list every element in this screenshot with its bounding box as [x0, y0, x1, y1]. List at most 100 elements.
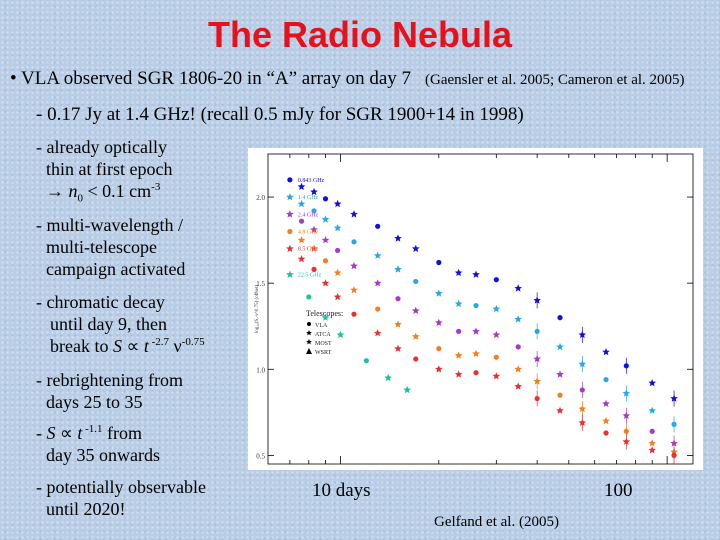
data-point-circle: [287, 228, 293, 235]
reference-citation: (Gaensler et al. 2005; Cameron et al. 20…: [425, 72, 685, 88]
data-point-star: [472, 349, 480, 357]
bullet-multiwavelength: - multi-wavelength / multi-telescope cam…: [36, 214, 185, 280]
data-point-star: [411, 306, 420, 314]
data-point-star: [333, 199, 342, 208]
data-point-star: [556, 370, 564, 378]
data-point-star: [350, 261, 358, 270]
bullet-line: until 2020!: [46, 499, 126, 519]
data-point-star: [670, 439, 678, 447]
bullet-optically-thin: - already optically thin at first epoch …: [36, 136, 172, 210]
figure-credit: Gelfand et al. (2005): [434, 514, 559, 530]
data-point-star: [514, 365, 522, 373]
series-label: 4.8 GHz: [298, 230, 319, 236]
data-point-star: [297, 182, 306, 190]
bullet-line: campaign activated: [46, 259, 186, 279]
y-tick-label: 1.0: [256, 366, 265, 374]
data-point-star: [648, 439, 656, 447]
data-point-star: [286, 270, 294, 278]
data-point-circle: [671, 452, 677, 458]
series-label: 2.4 GHz: [298, 212, 319, 218]
data-point-star: [556, 342, 564, 351]
legend-title: Telescopes:: [306, 309, 343, 318]
bullet-chromatic-decay: - chromatic decay until day 9, then brea…: [36, 291, 205, 357]
data-point-circle: [375, 306, 381, 312]
data-point-star: [472, 327, 480, 335]
data-point-circle: [557, 315, 563, 321]
flux-symbol: S: [46, 423, 56, 443]
data-point-star: [514, 382, 522, 390]
data-point-circle: [493, 354, 499, 360]
y-tick-label: 1.5: [256, 280, 265, 288]
data-point-star: [286, 193, 294, 201]
text: from: [102, 423, 143, 443]
bullet-line: - potentially observable: [36, 477, 206, 497]
data-point-star: [384, 373, 392, 382]
bullet-line: until day 9, then: [50, 314, 167, 334]
nu-exponent: -0.75: [181, 336, 205, 348]
data-point-circle: [351, 311, 357, 317]
data-point-circle: [436, 259, 442, 266]
data-point-star: [373, 251, 382, 259]
time-symbol: t: [143, 336, 149, 356]
data-point-circle: [579, 387, 585, 393]
density-exponent: -3: [151, 181, 161, 193]
data-point-star: [578, 404, 587, 413]
legend-label: ATCA: [315, 332, 331, 338]
data-point-star: [310, 244, 318, 252]
data-point-star: [454, 370, 463, 378]
data-point-star: [622, 389, 631, 397]
data-point-star: [648, 446, 656, 454]
bullet-late-decay: - S ∝ t -1.1 from day 35 onwards: [36, 422, 160, 466]
legend-marker-star: [306, 330, 312, 336]
data-point-circle: [493, 277, 499, 283]
data-point-star: [648, 406, 656, 414]
data-point-star: [286, 244, 294, 252]
data-point-star: [670, 394, 678, 402]
data-point-star: [648, 379, 656, 387]
data-point-star: [321, 215, 330, 223]
bullet-line-powerlaw: break to S ∝ t -2.7 ν-0.75: [36, 335, 205, 357]
series-label: 8.5 GHz: [298, 247, 319, 253]
data-point-star: [333, 224, 342, 232]
data-point-star: [310, 187, 318, 196]
data-point-circle: [603, 430, 609, 436]
data-point-circle: [298, 218, 305, 224]
series-label: 0.843 GHz: [298, 178, 325, 184]
data-point-star: [350, 286, 358, 294]
lightcurve-plot: 0.5 1.0 1.5 2.0 log₁₀(Sᵥ·ν^0.75) (offset) 0.8…: [255, 153, 694, 465]
time-exponent: -2.7: [148, 336, 170, 348]
legend-label: WSRT: [315, 350, 332, 356]
data-point-circle: [623, 428, 629, 434]
bullet-line-density: → n0 < 0.1 cm-3: [36, 180, 172, 210]
data-point-circle: [363, 358, 369, 364]
bullet-line: multi-telescope: [46, 237, 157, 257]
data-point-star: [297, 255, 306, 263]
bullet-observable: - potentially observable until 2020!: [36, 476, 206, 520]
data-point-circle: [375, 223, 381, 229]
nu-symbol: ν: [169, 336, 182, 356]
data-point-circle: [413, 278, 419, 285]
density-symbol: n: [68, 181, 78, 201]
text: -: [36, 423, 47, 443]
density-subscript: 0: [77, 192, 84, 205]
legend-marker-circle: [307, 322, 311, 326]
data-point-star: [435, 365, 443, 373]
bullet-line: - chromatic decay: [36, 292, 165, 312]
data-point-star: [373, 329, 382, 337]
data-point-circle: [395, 296, 401, 302]
data-point-star: [454, 268, 463, 277]
data-point-star: [336, 330, 345, 339]
intro-text: • VLA observed SGR 1806-20 in “A” array …: [10, 68, 412, 89]
bullet-line: days 25 to 35: [46, 392, 143, 412]
data-point-circle: [351, 239, 357, 245]
data-point-star: [472, 270, 480, 278]
series-label: 1.4 GHz: [298, 195, 319, 201]
data-point-star: [333, 292, 342, 301]
data-point-star: [435, 289, 443, 297]
x-axis-label-10-days: 10 days: [312, 480, 371, 501]
data-point-circle: [671, 421, 677, 427]
legend-marker-triangle: [306, 348, 312, 354]
bullet-line: - already optically: [36, 137, 167, 157]
data-point-star: [394, 344, 402, 352]
data-point-circle: [287, 177, 293, 183]
